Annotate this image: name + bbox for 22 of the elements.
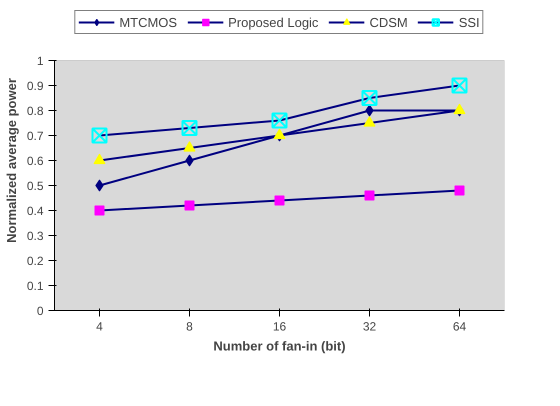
- x-tick-label: 32: [362, 320, 376, 334]
- y-tick-label: 0.8: [26, 104, 44, 118]
- y-tick-label: 0.3: [26, 229, 44, 243]
- y-tick-label: 0.9: [26, 79, 44, 93]
- y-tick-label: 0.5: [26, 179, 44, 193]
- legend-label: SSI: [458, 14, 480, 30]
- x-tick-label: 64: [452, 320, 466, 334]
- y-tick-label: 0: [36, 304, 44, 318]
- y-axis-title: Normalized average power: [4, 78, 19, 243]
- legend-label: CDSM: [369, 14, 408, 30]
- legend-label: Proposed Logic: [228, 14, 318, 30]
- x-tick-label: 16: [272, 320, 286, 334]
- x-tick-label: 4: [96, 320, 104, 334]
- y-tick-label: 1: [36, 54, 44, 68]
- y-tick-label: 0.4: [26, 204, 44, 218]
- y-tick-label: 0.1: [26, 279, 44, 293]
- legend-label: MTCMOS: [119, 14, 178, 30]
- y-tick-label: 0.6: [26, 154, 44, 168]
- y-tick-label: 0.7: [26, 129, 44, 143]
- x-tick-label: 8: [186, 320, 194, 334]
- y-tick-label: 0.2: [26, 254, 44, 268]
- x-axis-title: Number of fan-in (bit): [213, 338, 346, 354]
